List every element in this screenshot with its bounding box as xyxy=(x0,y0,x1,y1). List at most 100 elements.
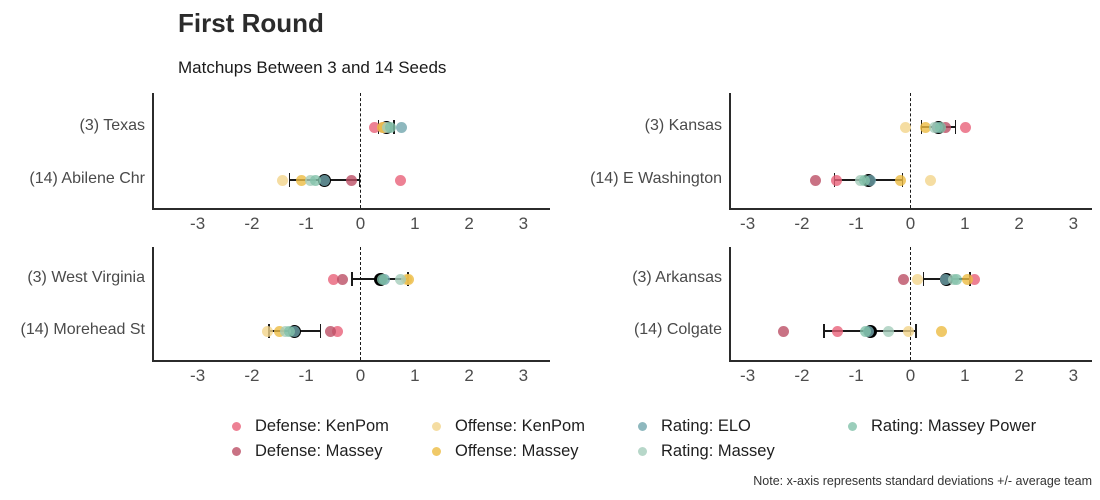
data-point-off_kenpom xyxy=(261,325,273,337)
legend-label: Offense: Massey xyxy=(455,442,579,460)
x-axis-tick-label: 2 xyxy=(464,214,474,233)
zero-reference-line xyxy=(909,247,911,360)
error-bar-cap xyxy=(319,324,322,338)
data-point-off_massey xyxy=(962,273,973,285)
data-point-massey_power xyxy=(376,273,388,285)
data-point-massey_power xyxy=(858,174,870,186)
error-bar-cap xyxy=(351,272,353,286)
team-label: (14) Morehead St xyxy=(20,321,145,338)
x-axis-tick-label: -1 xyxy=(298,214,314,233)
legend-swatch-off_kenpom xyxy=(432,422,441,431)
team-label: (14) E Washington xyxy=(590,170,722,187)
data-point-def_kenpom xyxy=(832,325,844,337)
x-axis-tick-label: 2 xyxy=(1014,214,1024,233)
x-axis-tick-label: 1 xyxy=(960,366,970,385)
legend-item: Offense: Massey xyxy=(432,442,638,461)
data-point-off_massey xyxy=(295,174,307,186)
x-axis-tick-label: 3 xyxy=(518,214,529,233)
x-axis-tick-label: 1 xyxy=(410,366,420,385)
panel-bottom-left: -3 -2 -1 0 1 2 3 xyxy=(152,247,550,385)
legend-swatch-def_kenpom xyxy=(232,422,241,431)
data-point-off_kenpom xyxy=(899,121,911,133)
x-axis-tick-label: -2 xyxy=(794,366,810,385)
x-axis-tick-label: 0 xyxy=(905,366,916,385)
chart-subtitle: Matchups Between 3 and 14 Seeds xyxy=(178,58,447,77)
legend-label: Rating: Massey Power xyxy=(871,417,1037,435)
x-axis-tick-label: 3 xyxy=(1068,214,1079,233)
x-axis-tick-label: 2 xyxy=(464,366,474,385)
data-point-off_massey xyxy=(920,121,932,133)
legend-label: Rating: Massey xyxy=(661,442,775,460)
legend-swatch-massey_power xyxy=(848,422,857,431)
data-point-def_kenpom xyxy=(959,121,971,133)
data-point-massey_power xyxy=(951,273,963,285)
x-axis-tick-label: -2 xyxy=(244,366,260,385)
legend-label: Offense: KenPom xyxy=(455,417,585,435)
data-point-massey xyxy=(883,325,895,337)
x-axis-tick-label: -3 xyxy=(190,366,206,385)
x-axis-tick-label: 2 xyxy=(1014,366,1024,385)
legend-row: Defense: Massey Offense: Massey Rating: Ma… xyxy=(232,442,848,461)
x-axis-tick-label: 3 xyxy=(1068,366,1079,385)
x-axis-tick-label: -3 xyxy=(190,214,206,233)
zero-reference-line xyxy=(359,93,361,208)
data-point-def_massey xyxy=(778,325,790,337)
error-bar-cap xyxy=(823,324,825,338)
data-point-off_kenpom xyxy=(912,273,924,285)
x-axis-tick-label: -1 xyxy=(848,214,864,233)
legend-item: Rating: Massey xyxy=(638,442,848,461)
data-point-def_kenpom xyxy=(395,174,407,186)
x-axis-tick-label: 0 xyxy=(355,214,366,233)
data-point-def_kenpom xyxy=(332,325,344,337)
legend-swatch-def_massey xyxy=(232,447,241,456)
data-point-def_massey xyxy=(345,174,357,186)
data-point-off_massey xyxy=(895,174,907,186)
data-point-massey_power xyxy=(860,325,872,337)
x-axis-tick-label: -3 xyxy=(740,366,756,385)
data-point-def_massey xyxy=(337,273,349,285)
legend-label: Defense: Massey xyxy=(255,442,383,460)
panel-top-left: -3 -2 -1 0 1 2 3 xyxy=(152,93,550,233)
team-label: (14) Abilene Chr xyxy=(29,170,145,187)
team-label: (3) Kansas xyxy=(644,117,722,134)
x-axis-tick-label: -3 xyxy=(740,214,756,233)
error-bar-cap xyxy=(288,173,291,187)
data-point-off_massey xyxy=(936,325,948,337)
data-point-off_kenpom xyxy=(276,174,288,186)
x-axis-tick-label: -2 xyxy=(794,214,810,233)
data-point-def_kenpom xyxy=(831,174,843,186)
x-axis-tick-label: -1 xyxy=(848,366,864,385)
data-point-massey_power xyxy=(384,121,396,133)
error-bar-cap xyxy=(358,173,361,187)
x-axis-tick-label: -2 xyxy=(244,214,260,233)
data-point-def_kenpom xyxy=(968,273,980,285)
team-label: (3) Texas xyxy=(79,117,145,134)
zero-reference-line xyxy=(909,93,911,208)
legend-item: Defense: KenPom xyxy=(232,417,432,436)
error-bar-cap xyxy=(922,272,925,286)
legend-row: Defense: KenPom Offense: KenPom Rating: EL… xyxy=(232,417,1100,436)
legend-swatch-massey xyxy=(638,447,647,456)
page-title: First Round xyxy=(178,8,324,38)
x-axis-tick-label: 3 xyxy=(518,366,529,385)
data-point-elo xyxy=(319,174,331,186)
team-label: (3) West Virginia xyxy=(27,269,145,286)
legend-label: Rating: ELO xyxy=(661,417,751,435)
data-point-massey_power xyxy=(934,121,946,133)
x-axis-tick-label: -1 xyxy=(298,366,314,385)
data-point-massey_power xyxy=(309,174,321,186)
legend-label: Defense: KenPom xyxy=(255,417,389,435)
data-point-off_massey xyxy=(402,273,414,285)
team-label: (14) Colgate xyxy=(633,321,722,338)
error-bar-cap xyxy=(954,120,957,134)
data-point-massey_power xyxy=(284,325,296,337)
footnote: Note: x-axis represents standard deviati… xyxy=(753,474,1092,488)
team-label: (3) Arkansas xyxy=(632,269,722,286)
legend-item: Rating: Massey Power xyxy=(848,417,1100,436)
data-point-elo xyxy=(865,174,877,186)
data-point-def_massey xyxy=(324,325,336,337)
legend-swatch-elo xyxy=(638,422,647,431)
data-point-def_massey xyxy=(809,174,821,186)
panel-top-right: -3 -2 -1 0 1 2 3 xyxy=(729,93,1092,233)
